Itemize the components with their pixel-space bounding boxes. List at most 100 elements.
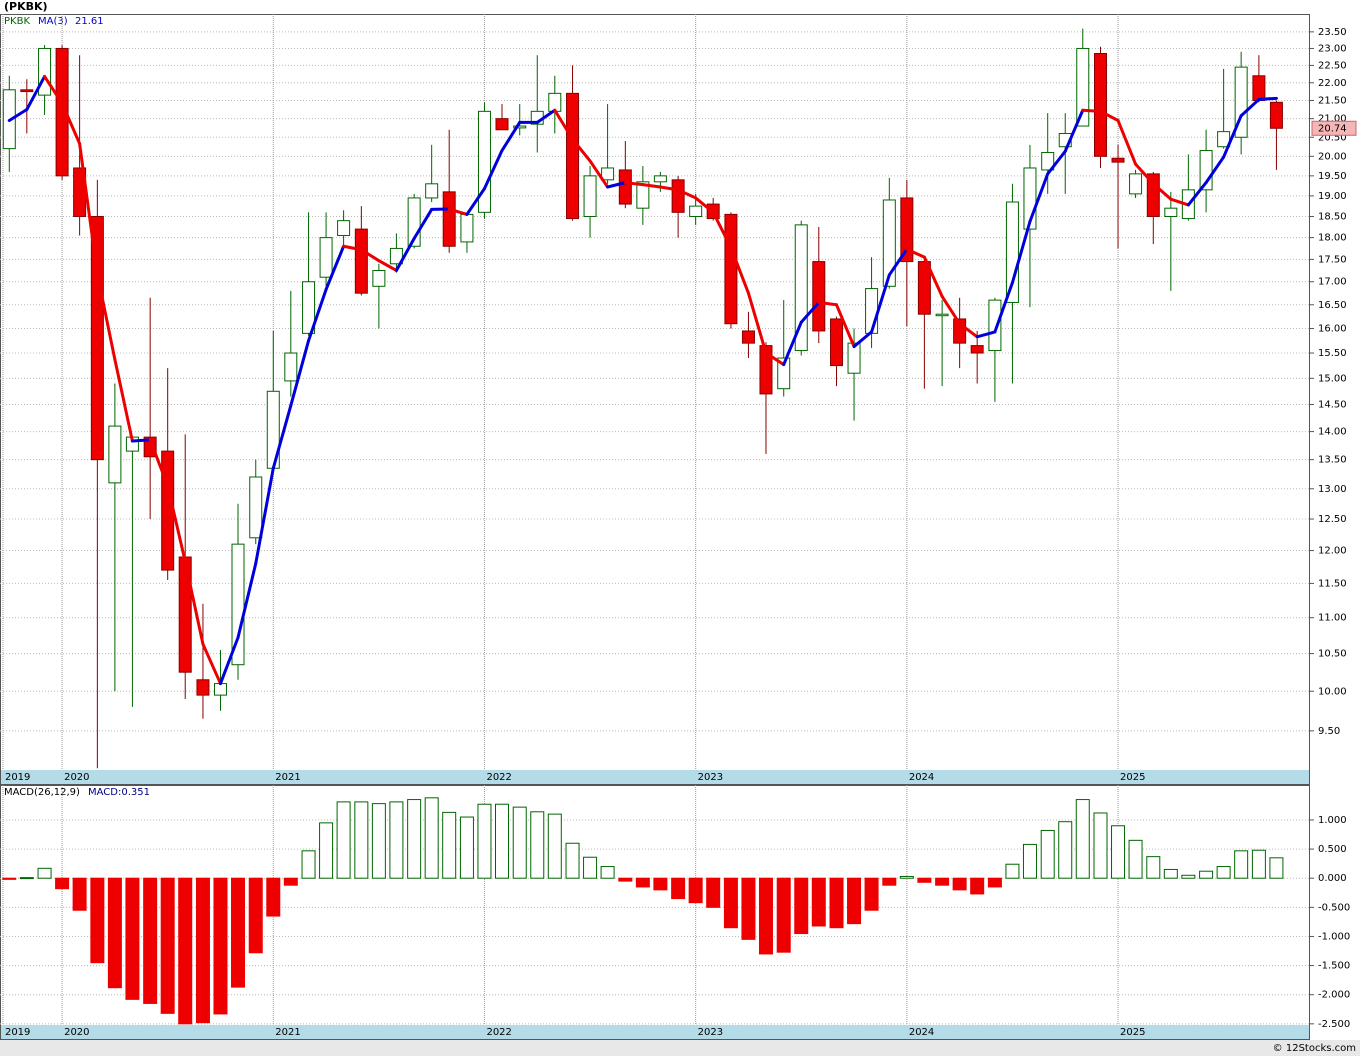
- ma-segment: [60, 101, 82, 146]
- candle-body: [1041, 151, 1055, 171]
- candle-body: [1164, 207, 1178, 217]
- ma-segment: [113, 358, 134, 443]
- candle-body: [636, 181, 650, 209]
- footer: © 12Stocks.com: [1273, 1043, 1356, 1054]
- macd-bar: [477, 803, 492, 879]
- y-tick-label: 21.00: [1318, 114, 1347, 125]
- y-tick-label: 14.00: [1318, 427, 1347, 438]
- macd-bar: [1128, 839, 1143, 879]
- x-tick-label: 2020: [64, 772, 89, 783]
- candle-body: [548, 92, 562, 112]
- ma-segment: [447, 207, 469, 216]
- candle-body: [1094, 53, 1108, 157]
- macd-bar: [389, 801, 404, 879]
- candle-body: [601, 167, 615, 181]
- candle-body: [777, 357, 791, 390]
- macd-bar: [55, 877, 70, 890]
- ma-segment: [958, 322, 979, 339]
- candle-body: [213, 683, 227, 696]
- y-tick-label: 14.50: [1318, 399, 1347, 410]
- macd-bar: [125, 877, 140, 1000]
- macd-value: MACD:0.351: [88, 787, 150, 798]
- macd-bar: [671, 877, 686, 900]
- macd-bar: [90, 877, 105, 964]
- candle-body: [354, 228, 368, 294]
- ma-segment: [817, 300, 839, 307]
- x-tick-label: 2023: [698, 772, 723, 783]
- macd-bar: [1040, 829, 1055, 879]
- last-price-label: 20.74: [1318, 123, 1347, 134]
- y-tick-label: 19.00: [1318, 191, 1347, 202]
- candle-body: [1076, 47, 1090, 127]
- ma-segment: [465, 187, 486, 216]
- macd-bar: [618, 877, 633, 882]
- candle-body: [618, 169, 632, 205]
- macd-bar: [1234, 850, 1249, 879]
- ma-segment: [975, 330, 997, 339]
- macd-bar: [195, 877, 210, 1024]
- x-tick-label: 2023: [698, 1027, 723, 1038]
- macd-bar: [565, 842, 580, 879]
- chart-title: (PKBK): [4, 0, 48, 13]
- candle-body: [477, 110, 491, 213]
- ma-segment: [166, 484, 187, 564]
- macd-bar: [935, 877, 950, 886]
- y-tick-label: 19.50: [1318, 171, 1347, 182]
- y-tick-label: 15.50: [1318, 348, 1347, 359]
- ma-segment: [993, 281, 1014, 334]
- macd-bar: [72, 877, 87, 911]
- ma-segment: [148, 438, 170, 488]
- ma-segment: [729, 246, 750, 295]
- macd-bar: [758, 877, 773, 955]
- x-tick-label: 2021: [275, 1027, 300, 1038]
- candle-body: [337, 220, 351, 236]
- y-tick-label: -2.000: [1318, 990, 1350, 1001]
- x-tick-label: 2021: [275, 772, 300, 783]
- macd-bar: [847, 877, 862, 925]
- macd-bar: [1199, 870, 1214, 879]
- y-tick-label: 23.00: [1318, 43, 1347, 54]
- candle-body: [231, 543, 245, 666]
- candle-body: [671, 179, 685, 213]
- macd-bar: [442, 811, 457, 879]
- ma-segment: [588, 159, 610, 189]
- candle-body: [865, 288, 879, 334]
- candle-body: [1252, 75, 1266, 102]
- ma-segment: [852, 330, 874, 349]
- ma-segment: [218, 636, 240, 686]
- macd-bar: [776, 877, 791, 953]
- macd-bar: [266, 877, 281, 917]
- ma-segment: [870, 273, 891, 334]
- candle-body: [970, 345, 984, 354]
- candle-body: [389, 247, 403, 265]
- candle-body: [741, 330, 755, 344]
- candle-body: [513, 125, 527, 129]
- macd-bar: [882, 877, 897, 886]
- ma-segment: [799, 300, 821, 324]
- x-tick-label: 2025: [1120, 772, 1145, 783]
- candle-body: [302, 281, 316, 334]
- macd-bar: [143, 877, 158, 1004]
- macd-bar: [248, 877, 263, 954]
- y-tick-label: 18.50: [1318, 211, 1347, 222]
- x-tick-label: 2020: [64, 1027, 89, 1038]
- macd-bar: [1269, 857, 1284, 879]
- ma-segment: [694, 196, 715, 214]
- ma-segment: [1257, 96, 1278, 101]
- ma-segment: [922, 255, 944, 298]
- y-tick-label: 20.00: [1318, 151, 1347, 162]
- y-tick-label: -1.500: [1318, 961, 1350, 972]
- ma-segment: [271, 404, 293, 470]
- macd-bar: [1075, 799, 1090, 879]
- candle-body: [90, 215, 104, 461]
- ma-segment: [1063, 108, 1085, 153]
- y-tick-label: 16.00: [1318, 324, 1347, 335]
- ma-segment: [1169, 197, 1190, 207]
- macd-bar: [1146, 856, 1161, 879]
- candle-body: [812, 261, 826, 332]
- candle-body: [917, 261, 931, 315]
- x-tick-label: 2022: [486, 772, 511, 783]
- macd-bar: [459, 816, 474, 879]
- ma-segment: [905, 247, 926, 259]
